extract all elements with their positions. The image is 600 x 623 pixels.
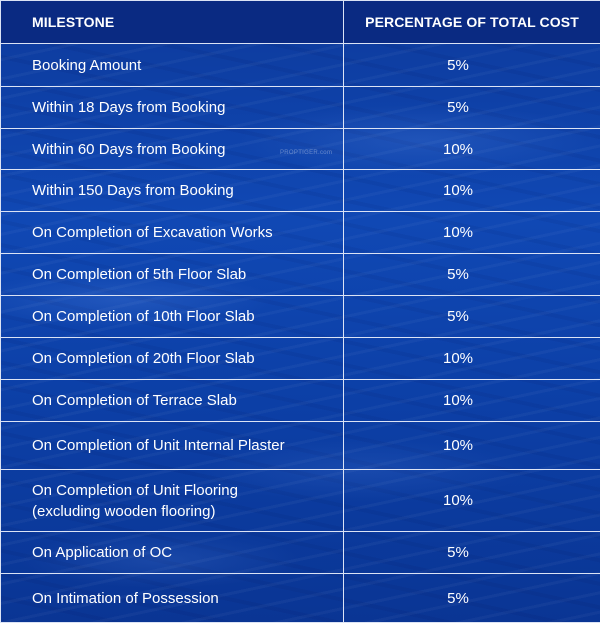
percentage-cell: 10% xyxy=(343,469,600,532)
percentage-cell: 10% xyxy=(343,128,600,170)
table-row: On Completion of Unit Flooring (excludin… xyxy=(0,469,600,532)
table-row: On Completion of Unit Internal Plaster 1… xyxy=(0,421,600,470)
table-row: On Intimation of Possession 5% xyxy=(0,573,600,623)
percentage-cell: 5% xyxy=(343,531,600,574)
percentage-column-header: PERCENTAGE OF TOTAL COST xyxy=(343,0,600,44)
milestone-cell: On Completion of Unit Internal Plaster xyxy=(0,421,344,470)
table-row: On Completion of 5th Floor Slab 5% xyxy=(0,253,600,296)
table-row: Within 18 Days from Booking 5% xyxy=(0,86,600,129)
percentage-cell: 5% xyxy=(343,573,600,623)
table-row: On Application of OC 5% xyxy=(0,531,600,574)
milestone-cell: On Completion of 10th Floor Slab xyxy=(0,295,344,338)
percentage-cell: 5% xyxy=(343,86,600,129)
percentage-cell: 5% xyxy=(343,43,600,87)
percentage-cell: 10% xyxy=(343,337,600,380)
milestone-cell: On Completion of Excavation Works xyxy=(0,211,344,254)
milestone-cell: On Completion of Unit Flooring (excludin… xyxy=(0,469,344,532)
milestone-cell: On Completion of Terrace Slab xyxy=(0,379,344,422)
percentage-cell: 10% xyxy=(343,211,600,254)
percentage-cell: 5% xyxy=(343,295,600,338)
milestone-cell: On Application of OC xyxy=(0,531,344,574)
milestone-cell: Within 18 Days from Booking xyxy=(0,86,344,129)
watermark: PROPTIGER.com xyxy=(280,150,333,156)
percentage-cell: 10% xyxy=(343,169,600,212)
milestone-cell: Within 60 Days from Booking xyxy=(0,128,344,170)
percentage-cell: 10% xyxy=(343,379,600,422)
milestone-cell: Booking Amount xyxy=(0,43,344,87)
table-row: On Completion of Excavation Works 10% xyxy=(0,211,600,254)
milestone-cell: Within 150 Days from Booking xyxy=(0,169,344,212)
milestone-cell: On Completion of 20th Floor Slab xyxy=(0,337,344,380)
percentage-cell: 5% xyxy=(343,253,600,296)
table-row: On Completion of 10th Floor Slab 5% xyxy=(0,295,600,338)
table-row: On Completion of Terrace Slab 10% xyxy=(0,379,600,422)
table-header-row: MILESTONE PERCENTAGE OF TOTAL COST xyxy=(0,0,600,44)
table-row: On Completion of 20th Floor Slab 10% xyxy=(0,337,600,380)
percentage-cell: 10% xyxy=(343,421,600,470)
table-row: Booking Amount 5% xyxy=(0,43,600,87)
table-row: Within 60 Days from Booking 10% xyxy=(0,128,600,170)
milestone-cell: On Completion of 5th Floor Slab xyxy=(0,253,344,296)
milestone-column-header: MILESTONE xyxy=(0,0,344,44)
milestone-cell: On Intimation of Possession xyxy=(0,573,344,623)
table-row: Within 150 Days from Booking 10% xyxy=(0,169,600,212)
